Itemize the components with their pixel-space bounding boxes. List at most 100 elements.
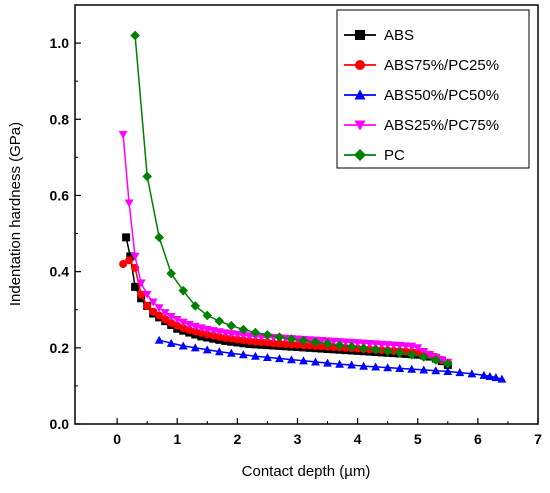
data-point	[322, 338, 333, 349]
data-point	[443, 367, 453, 376]
data-point	[311, 357, 320, 366]
series-PC	[130, 30, 453, 369]
legend-label: ABS25%/PC75%	[384, 117, 499, 134]
data-point	[479, 370, 489, 379]
x-tick-label: 7	[534, 431, 542, 447]
data-point	[401, 342, 411, 351]
axes-layer: 0 1 2 3 4 5 6 7 0.0 0.2 0.4 0.6 0.8 1.0	[50, 4, 542, 447]
data-point	[334, 340, 345, 350]
data-point	[485, 371, 495, 380]
data-point	[250, 327, 261, 338]
data-point	[455, 368, 465, 377]
data-point	[389, 341, 399, 350]
data-point	[197, 328, 206, 337]
x-tick-label: 0	[113, 431, 121, 447]
data-point	[395, 341, 405, 350]
data-point	[371, 362, 381, 371]
data-point	[359, 361, 369, 370]
data-point	[131, 282, 140, 291]
data-point	[166, 338, 176, 347]
data-point	[137, 290, 146, 299]
data-point	[394, 347, 405, 358]
data-point	[377, 340, 387, 349]
data-point	[202, 345, 212, 354]
data-point	[382, 346, 393, 357]
y-tick-label: 1.0	[50, 35, 70, 51]
data-point	[154, 304, 164, 313]
data-point	[179, 324, 188, 333]
y-tick-label: 0.2	[50, 340, 70, 356]
y-tick-label: 0.8	[50, 111, 70, 127]
data-point	[383, 341, 393, 350]
data-point	[185, 325, 194, 334]
data-point	[239, 336, 248, 345]
data-point	[431, 366, 441, 375]
data-point	[130, 30, 140, 41]
data-point	[143, 301, 152, 310]
data-point	[298, 335, 309, 346]
data-point	[395, 363, 405, 372]
data-point	[418, 352, 429, 362]
y-tick-label: 0.4	[50, 264, 70, 280]
data-point	[178, 318, 188, 327]
data-point	[346, 341, 357, 352]
data-point	[497, 374, 507, 383]
data-point	[329, 337, 338, 346]
data-point	[286, 334, 297, 344]
data-point	[149, 307, 158, 316]
data-point	[419, 348, 429, 357]
data-point	[226, 348, 236, 357]
data-point	[122, 233, 131, 242]
data-point	[250, 351, 260, 360]
data-point	[305, 341, 314, 350]
data-point	[443, 359, 453, 369]
data-point	[233, 335, 242, 344]
data-point	[148, 298, 158, 307]
data-point	[262, 330, 273, 340]
data-point	[406, 349, 417, 360]
data-point	[430, 355, 441, 365]
data-point	[425, 351, 435, 360]
plot-frame	[74, 4, 539, 425]
data-point	[244, 332, 254, 341]
data-point	[269, 339, 278, 348]
data-point	[190, 343, 200, 352]
legend-label: ABS75%/PC25%	[384, 57, 499, 74]
legend-label: ABS	[384, 27, 414, 44]
data-point	[178, 285, 189, 296]
data-point	[413, 344, 423, 353]
legend-marker	[354, 120, 366, 131]
legend-marker	[355, 60, 365, 70]
data-point	[263, 352, 272, 361]
legend-label: ABS50%/PC50%	[384, 87, 499, 104]
data-point	[215, 332, 224, 341]
data-point	[310, 337, 321, 347]
data-point	[353, 339, 363, 348]
series-ABS50%/PC50%	[154, 335, 507, 383]
data-point	[287, 340, 296, 349]
y-tick-label: 0.6	[50, 187, 70, 203]
data-point	[166, 268, 177, 279]
data-point	[226, 320, 237, 331]
data-point	[305, 336, 314, 345]
data-point	[347, 360, 356, 369]
series-layer	[118, 30, 507, 383]
data-point	[160, 309, 170, 318]
data-point	[287, 355, 296, 364]
data-point	[238, 350, 248, 359]
data-point	[281, 340, 290, 349]
x-tick-label: 1	[173, 431, 181, 447]
x-tick-label: 4	[354, 431, 362, 447]
data-point	[245, 336, 254, 345]
legend: ABS ABS75%/PC25% ABS50%/PC50% ABS25%/PC75% P…	[336, 9, 530, 169]
data-point	[274, 332, 285, 342]
data-point	[491, 373, 501, 382]
data-point	[257, 338, 266, 347]
data-point	[119, 260, 128, 269]
x-axis-label: Contact depth (µm)	[242, 463, 371, 480]
data-point	[437, 356, 447, 365]
data-point	[251, 337, 260, 346]
data-point	[299, 356, 308, 365]
data-point	[209, 331, 218, 340]
